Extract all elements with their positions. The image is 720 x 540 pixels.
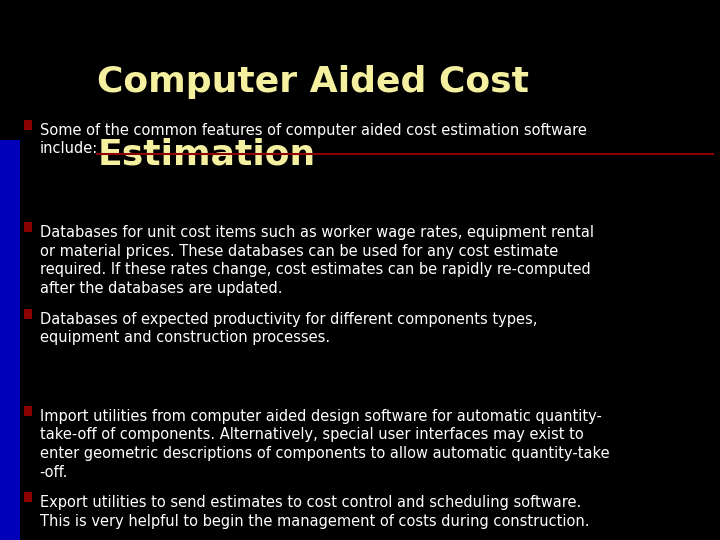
Text: Databases of expected productivity for different components types,
equipment and: Databases of expected productivity for d… [40,312,537,345]
Bar [24,309,32,319]
Text: Import utilities from computer aided design software for automatic quantity-
tak: Import utilities from computer aided des… [40,409,609,480]
Bar [24,492,32,502]
Bar [24,120,32,130]
Text: Some of the common features of computer aided cost estimation software
include:: Some of the common features of computer … [40,123,587,156]
Bar [0,140,20,540]
Text: Databases for unit cost items such as worker wage rates, equipment rental
or mat: Databases for unit cost items such as wo… [40,225,593,296]
Bar [24,222,32,232]
Bar [24,406,32,416]
Text: Estimation: Estimation [97,138,315,172]
Text: Export utilities to send estimates to cost control and scheduling software.
This: Export utilities to send estimates to co… [40,495,589,529]
Text: Computer Aided Cost: Computer Aided Cost [97,65,529,99]
